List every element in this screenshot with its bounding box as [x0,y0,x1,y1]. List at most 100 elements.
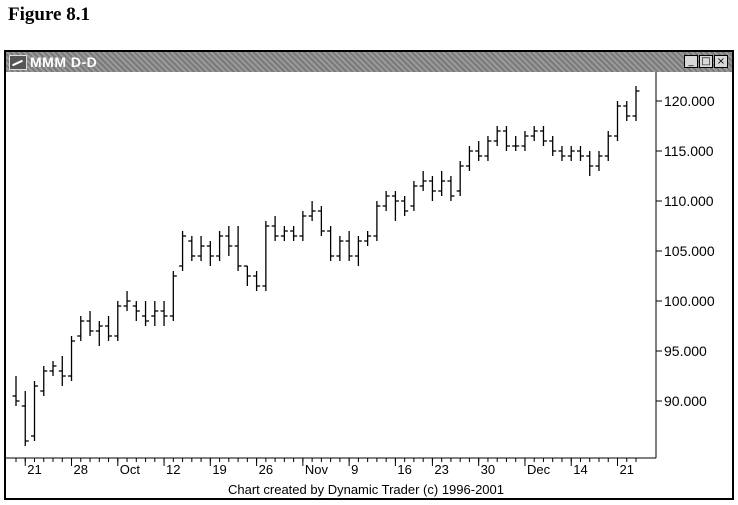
window-titlebar[interactable]: MMM D-D _ □ × [6,52,732,72]
window-title: MMM D-D [30,54,98,70]
ohlc-bar [549,136,557,156]
ohlc-bar [623,101,631,121]
ohlc-bar [271,216,279,241]
ohlc-bar [336,236,344,261]
ohlc-bar [197,236,205,261]
ohlc-bar [114,301,122,341]
ohlc-bar [225,226,233,256]
close-button[interactable]: × [714,55,728,68]
ohlc-bar [576,146,584,161]
x-tick-label: Nov [305,462,329,477]
ohlc-bar [382,191,390,211]
y-tick-label: 115.000 [664,143,714,159]
y-axis: 120.000 115.000 110.000 105.000 100.000 95.00… [656,93,715,409]
minimize-button[interactable]: _ [684,55,698,68]
ohlc-bar [493,126,501,146]
ohlc-bar [308,201,316,221]
ohlc-bar [86,311,94,336]
ohlc-bar [354,236,362,266]
x-tick-label: 30 [481,462,495,477]
y-tick-label: 100.000 [664,293,715,309]
y-tick-label: 105.000 [664,243,715,259]
chart-footer: Chart created by Dynamic Trader (c) 1996… [228,482,504,497]
ohlc-bar [447,176,455,201]
ohlc-bar [345,231,353,261]
ohlc-bar [317,206,325,236]
ohlc-bar [512,136,520,151]
ohlc-bar [475,141,483,161]
ohlc-bar [58,356,66,386]
ohlc-bar [160,301,168,326]
x-tick-label: 23 [434,462,448,477]
y-tick-label: 120.000 [664,93,715,109]
ohlc-bar [21,391,29,446]
x-tick-label: 21 [27,462,41,477]
ohlc-bar [521,131,529,151]
ohlc-bar [123,291,131,311]
ohlc-bar [465,146,473,171]
ohlc-bar [142,301,150,326]
ohlc-bar [401,196,409,216]
ohlc-bar [484,136,492,161]
price-bars [12,86,640,446]
figure-title: Figure 8.1 [8,4,90,25]
ohlc-bar [558,146,566,161]
ohlc-bar [428,176,436,201]
chart-window: MMM D-D _ □ × 120.000 115.000 110.000 105.0… [4,50,734,500]
ohlc-bar [95,321,103,346]
ohlc-bar [243,265,251,286]
ohlc-bar [410,181,418,211]
ohlc-bar [530,126,538,141]
ohlc-bar [456,161,464,196]
y-tick-label: 110.000 [664,193,714,209]
chart-app-icon [9,55,27,70]
x-tick-label: 9 [351,462,358,477]
ohlc-bar [290,226,298,241]
price-chart: 120.000 115.000 110.000 105.000 100.000 95.00… [6,72,715,497]
ohlc-bar [299,211,307,241]
ohlc-bar [169,271,177,321]
ohlc-bar [49,361,57,376]
ohlc-bar [364,231,372,246]
ohlc-bar [262,221,270,291]
chart-area: 120.000 115.000 110.000 105.000 100.000 95.00… [6,72,732,498]
ohlc-bar [327,226,335,261]
ohlc-bar [632,86,640,121]
ohlc-bar [151,301,159,326]
ohlc-bar [216,231,224,261]
x-tick-label: 19 [212,462,226,477]
ohlc-bar [179,231,187,271]
ohlc-bar [253,271,261,291]
ohlc-bar [539,126,547,146]
x-tick-label: 26 [259,462,273,477]
ohlc-bar [502,126,510,151]
ohlc-bar [206,241,214,266]
y-tick-label: 95.000 [664,343,707,359]
ohlc-bar [595,151,603,171]
ohlc-bar [391,191,399,221]
x-tick-label: 14 [573,462,587,477]
ohlc-bar [12,376,20,406]
x-axis: 21 28 Oct 12 19 26 Nov 9 16 23 30 Dec 14 21 [15,458,637,477]
ohlc-bar [105,316,113,341]
ohlc-bar [373,201,381,241]
ohlc-bar [31,381,39,441]
ohlc-bar [234,226,242,271]
ohlc-bar [613,101,621,141]
x-tick-label: 28 [74,462,88,477]
ohlc-bar [604,131,612,161]
ohlc-bar [419,171,427,191]
y-tick-label: 90.000 [664,393,707,409]
ohlc-bar [567,146,575,161]
x-tick-label: 16 [397,462,411,477]
ohlc-bar [280,226,288,241]
ohlc-bar [586,151,594,176]
ohlc-bar [132,301,140,321]
ohlc-bar [188,236,196,261]
x-tick-label: 21 [619,462,633,477]
ohlc-bar [40,366,48,396]
x-tick-label: Dec [527,462,551,477]
ohlc-bar [77,316,85,341]
maximize-button[interactable]: □ [699,55,713,68]
x-tick-label: Oct [120,462,141,477]
